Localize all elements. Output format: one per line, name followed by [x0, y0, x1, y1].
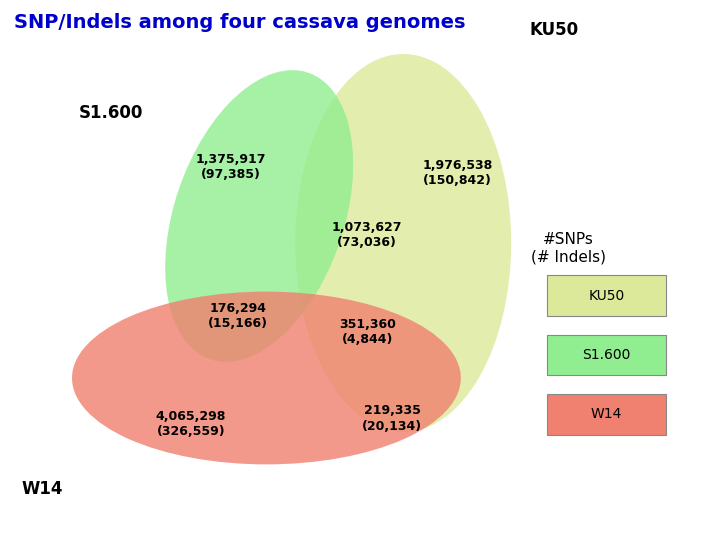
Text: 1,073,627
(73,036): 1,073,627 (73,036): [332, 221, 402, 249]
Text: 351,360
(4,844): 351,360 (4,844): [339, 318, 395, 346]
Text: 4,065,298
(326,559): 4,065,298 (326,559): [156, 410, 226, 438]
Text: 176,294
(15,166): 176,294 (15,166): [207, 302, 268, 330]
Text: #SNPs
(# Indels): #SNPs (# Indels): [531, 232, 606, 265]
FancyBboxPatch shape: [547, 275, 666, 316]
Ellipse shape: [72, 292, 461, 464]
Text: S1.600: S1.600: [79, 104, 143, 123]
Text: S1.600: S1.600: [582, 348, 631, 362]
Text: 1,976,538
(150,842): 1,976,538 (150,842): [422, 159, 492, 187]
Text: W14: W14: [591, 408, 622, 421]
Text: 219,335
(20,134): 219,335 (20,134): [362, 404, 423, 433]
Ellipse shape: [165, 70, 354, 362]
Text: KU50: KU50: [529, 21, 578, 39]
Text: 1,375,917
(97,385): 1,375,917 (97,385): [195, 153, 266, 181]
Text: SNP/Indels among four cassava genomes: SNP/Indels among four cassava genomes: [14, 14, 466, 32]
Text: W14: W14: [22, 480, 63, 498]
FancyBboxPatch shape: [547, 335, 666, 375]
Ellipse shape: [295, 54, 511, 432]
Text: KU50: KU50: [588, 289, 625, 302]
FancyBboxPatch shape: [547, 394, 666, 435]
